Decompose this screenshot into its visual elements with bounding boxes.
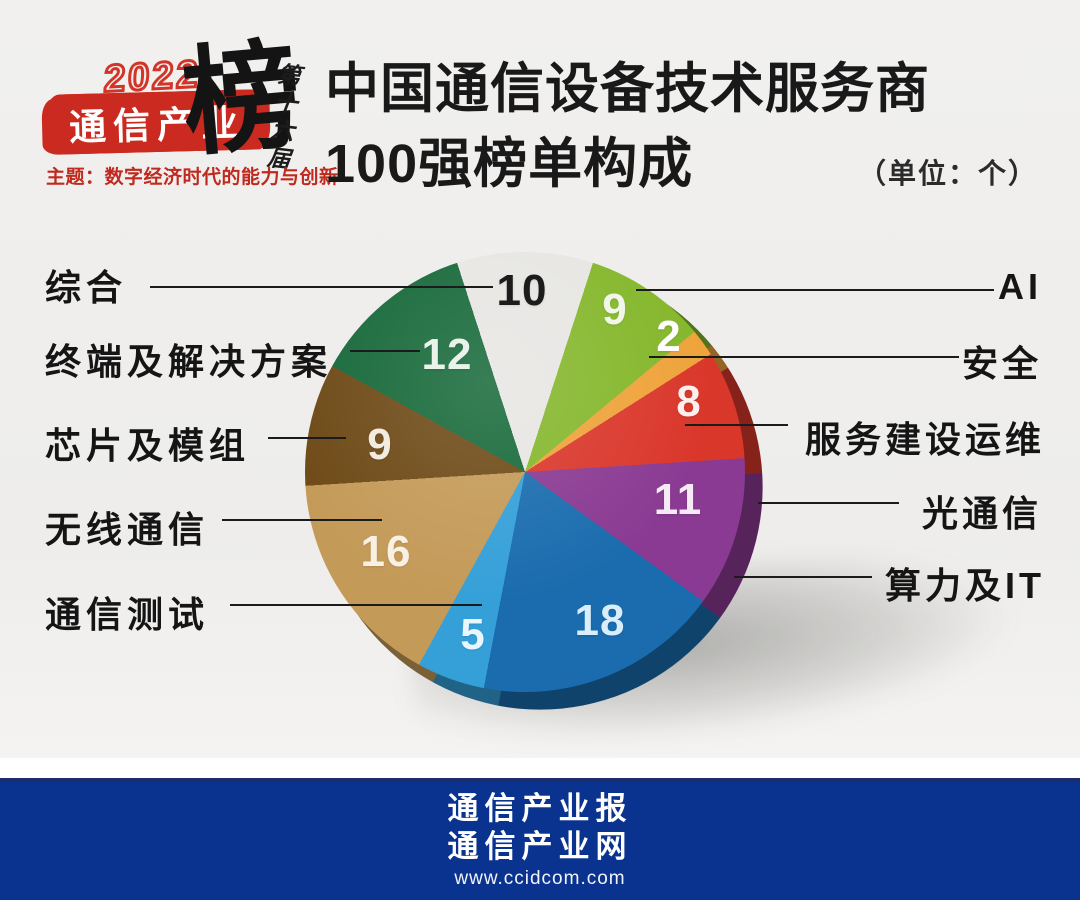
pie-category-label-wuxian: 无线通信 (45, 509, 210, 550)
pie-category-label-zonghe: 综合 (45, 267, 128, 308)
leader-line-anquan (649, 356, 959, 358)
pie-value-label: 10 (496, 266, 548, 315)
pie-value-label: 2 (656, 312, 682, 361)
pie-value-label: 8 (676, 377, 702, 426)
leader-line-wuxian (222, 519, 382, 521)
publisher-logo: 2022 通信产业 榜 第十六届 主题：数字经济时代的能力与创新 (0, 0, 338, 210)
leader-line-fuwu (685, 424, 788, 426)
pie-value-label: 11 (653, 475, 703, 524)
leader-line-suanli (734, 576, 872, 578)
leader-line-ai (636, 289, 994, 291)
pie-value-label: 12 (421, 330, 473, 379)
pie-value-label: 18 (574, 596, 626, 645)
pie-category-label-guangtx: 光通信 (921, 493, 1042, 534)
pie-value-label: 9 (602, 285, 628, 334)
footer-bar: 通信产业报 通信产业网 www.ccidcom.com (0, 778, 1080, 900)
leader-line-zhongduan (350, 350, 420, 352)
footer-brand-line2: 通信产业网 (447, 829, 633, 864)
page-title: 中国通信设备技术服务商 100强榜单构成 (325, 52, 1025, 201)
pie-category-label-ai: AI (998, 266, 1042, 307)
footer-website-url: www.ccidcom.com (454, 868, 626, 889)
leader-line-ceshi (230, 604, 482, 606)
leader-line-xinpian (268, 437, 346, 439)
pie-category-label-xinpian: 芯片及模组 (45, 425, 251, 466)
pie-value-label: 16 (360, 527, 412, 576)
leader-line-zonghe (150, 286, 493, 288)
pie-surface (305, 252, 745, 692)
pie-category-label-zhongduan: 终端及解决方案 (45, 341, 333, 382)
logo-theme-text: 主题：数字经济时代的能力与创新 (46, 167, 339, 188)
leader-line-guangtx (758, 502, 899, 504)
pie-category-label-fuwu: 服务建设运维 (804, 419, 1045, 460)
footer-brand-line1: 通信产业报 (447, 791, 633, 826)
pie-value-label: 9 (367, 420, 393, 469)
pie-category-label-ceshi: 通信测试 (45, 594, 210, 635)
pie-value-label: 5 (460, 610, 486, 659)
page-title-line2: 100强榜单构成 (325, 133, 694, 194)
pie-category-label-suanli: 算力及IT (885, 565, 1045, 606)
pie-category-label-anquan: 安全 (961, 343, 1042, 384)
page-title-line1: 中国通信设备技术服务商 (325, 59, 930, 119)
footer-white-strip (0, 758, 1080, 778)
unit-note: （单位：个） (857, 157, 1038, 190)
